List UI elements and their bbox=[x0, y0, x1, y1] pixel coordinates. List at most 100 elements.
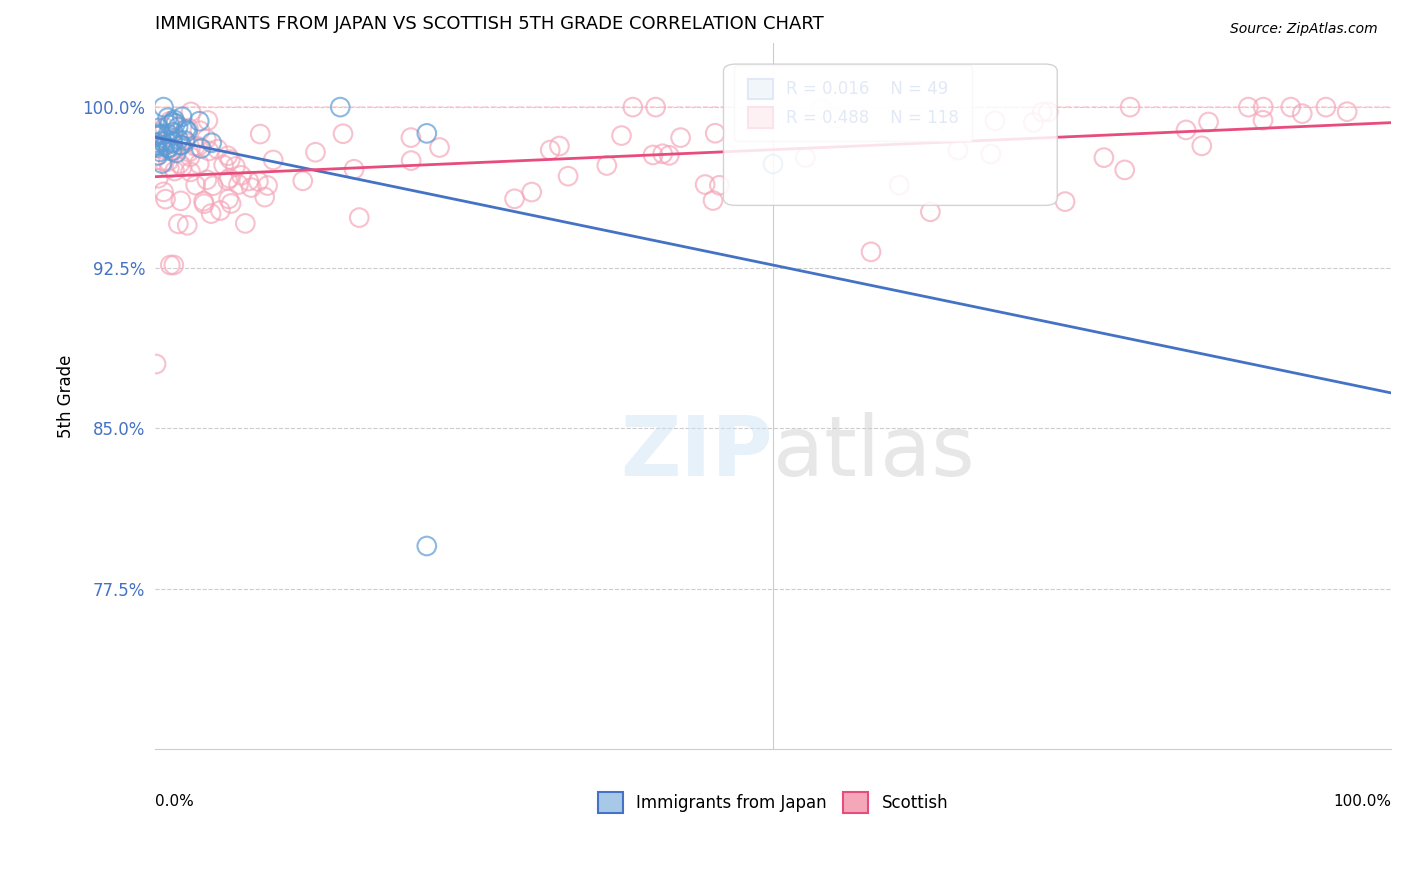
Point bbox=[157, 161, 180, 176]
Point bbox=[1237, 100, 1260, 114]
Point bbox=[1092, 151, 1115, 165]
Point bbox=[177, 145, 200, 160]
Point bbox=[174, 136, 197, 150]
Point bbox=[304, 145, 326, 160]
Point bbox=[145, 140, 167, 154]
Point bbox=[596, 159, 619, 173]
Point bbox=[291, 174, 314, 188]
Point bbox=[1251, 113, 1274, 128]
Point bbox=[231, 169, 253, 183]
Point bbox=[212, 158, 235, 172]
Point bbox=[162, 136, 184, 151]
Point bbox=[150, 128, 173, 142]
Point bbox=[621, 100, 644, 114]
Point bbox=[152, 154, 174, 169]
FancyBboxPatch shape bbox=[724, 64, 1057, 205]
Point bbox=[610, 128, 633, 143]
Point bbox=[548, 139, 571, 153]
Point bbox=[170, 194, 193, 208]
Point bbox=[193, 194, 215, 209]
Point bbox=[1054, 194, 1077, 209]
Point bbox=[149, 142, 172, 156]
Point bbox=[207, 142, 229, 156]
Point bbox=[188, 123, 211, 137]
Point bbox=[160, 144, 183, 158]
Point bbox=[256, 178, 278, 193]
Point bbox=[641, 148, 664, 162]
Point bbox=[1119, 100, 1142, 114]
Point bbox=[145, 136, 167, 150]
Point bbox=[163, 258, 186, 272]
Point bbox=[1191, 139, 1213, 153]
Point bbox=[148, 145, 170, 159]
Point bbox=[174, 122, 197, 136]
Point bbox=[145, 125, 167, 139]
Point bbox=[332, 127, 354, 141]
Point bbox=[190, 141, 212, 155]
Point bbox=[416, 127, 439, 141]
Point bbox=[695, 178, 717, 192]
Point bbox=[202, 178, 225, 193]
Point bbox=[1038, 104, 1060, 119]
Point bbox=[702, 194, 724, 208]
Point bbox=[153, 120, 176, 135]
Point bbox=[219, 196, 242, 211]
Point bbox=[167, 133, 190, 147]
Point bbox=[399, 130, 422, 145]
Point bbox=[745, 116, 768, 130]
Point bbox=[159, 114, 181, 128]
Text: IMMIGRANTS FROM JAPAN VS SCOTTISH 5TH GRADE CORRELATION CHART: IMMIGRANTS FROM JAPAN VS SCOTTISH 5TH GR… bbox=[155, 15, 824, 33]
Point bbox=[180, 104, 202, 119]
Point bbox=[163, 112, 186, 127]
Point bbox=[155, 138, 177, 153]
Point bbox=[188, 114, 211, 128]
Point bbox=[794, 151, 817, 165]
Point bbox=[201, 136, 224, 150]
Point bbox=[167, 217, 190, 231]
Legend: Immigrants from Japan, Scottish: Immigrants from Japan, Scottish bbox=[585, 779, 962, 826]
Point bbox=[197, 113, 219, 128]
Point bbox=[218, 192, 240, 206]
Point bbox=[651, 146, 673, 161]
Point bbox=[219, 153, 242, 167]
Point bbox=[825, 112, 848, 126]
Point bbox=[709, 178, 731, 193]
Point bbox=[146, 127, 169, 141]
Text: atlas: atlas bbox=[773, 412, 974, 493]
Point bbox=[934, 113, 956, 128]
Point bbox=[217, 173, 239, 187]
Point bbox=[163, 164, 186, 178]
Point bbox=[145, 135, 167, 149]
Text: 100.0%: 100.0% bbox=[1333, 794, 1391, 809]
Point bbox=[416, 539, 439, 553]
Point bbox=[253, 190, 276, 204]
Point bbox=[233, 216, 256, 230]
Point bbox=[399, 153, 422, 168]
Point bbox=[1291, 106, 1313, 120]
Point bbox=[179, 165, 201, 179]
Point bbox=[179, 150, 201, 164]
Point bbox=[557, 169, 579, 184]
Point bbox=[228, 178, 250, 192]
Point bbox=[176, 124, 198, 138]
Point bbox=[195, 132, 218, 146]
Point bbox=[150, 156, 173, 170]
Point bbox=[169, 138, 191, 153]
Point bbox=[349, 211, 371, 225]
Point bbox=[152, 100, 174, 114]
Point bbox=[1279, 100, 1302, 114]
Point bbox=[169, 157, 191, 171]
Point bbox=[146, 128, 169, 143]
Point bbox=[162, 125, 184, 139]
Point bbox=[240, 180, 263, 194]
Point bbox=[1031, 105, 1053, 120]
Point bbox=[172, 110, 194, 124]
Point bbox=[810, 102, 832, 116]
Point bbox=[145, 128, 167, 143]
Point bbox=[162, 144, 184, 158]
Point bbox=[247, 174, 270, 188]
Point bbox=[343, 162, 366, 177]
Y-axis label: 5th Grade: 5th Grade bbox=[58, 354, 75, 438]
Point bbox=[157, 118, 180, 132]
Point bbox=[262, 153, 284, 167]
